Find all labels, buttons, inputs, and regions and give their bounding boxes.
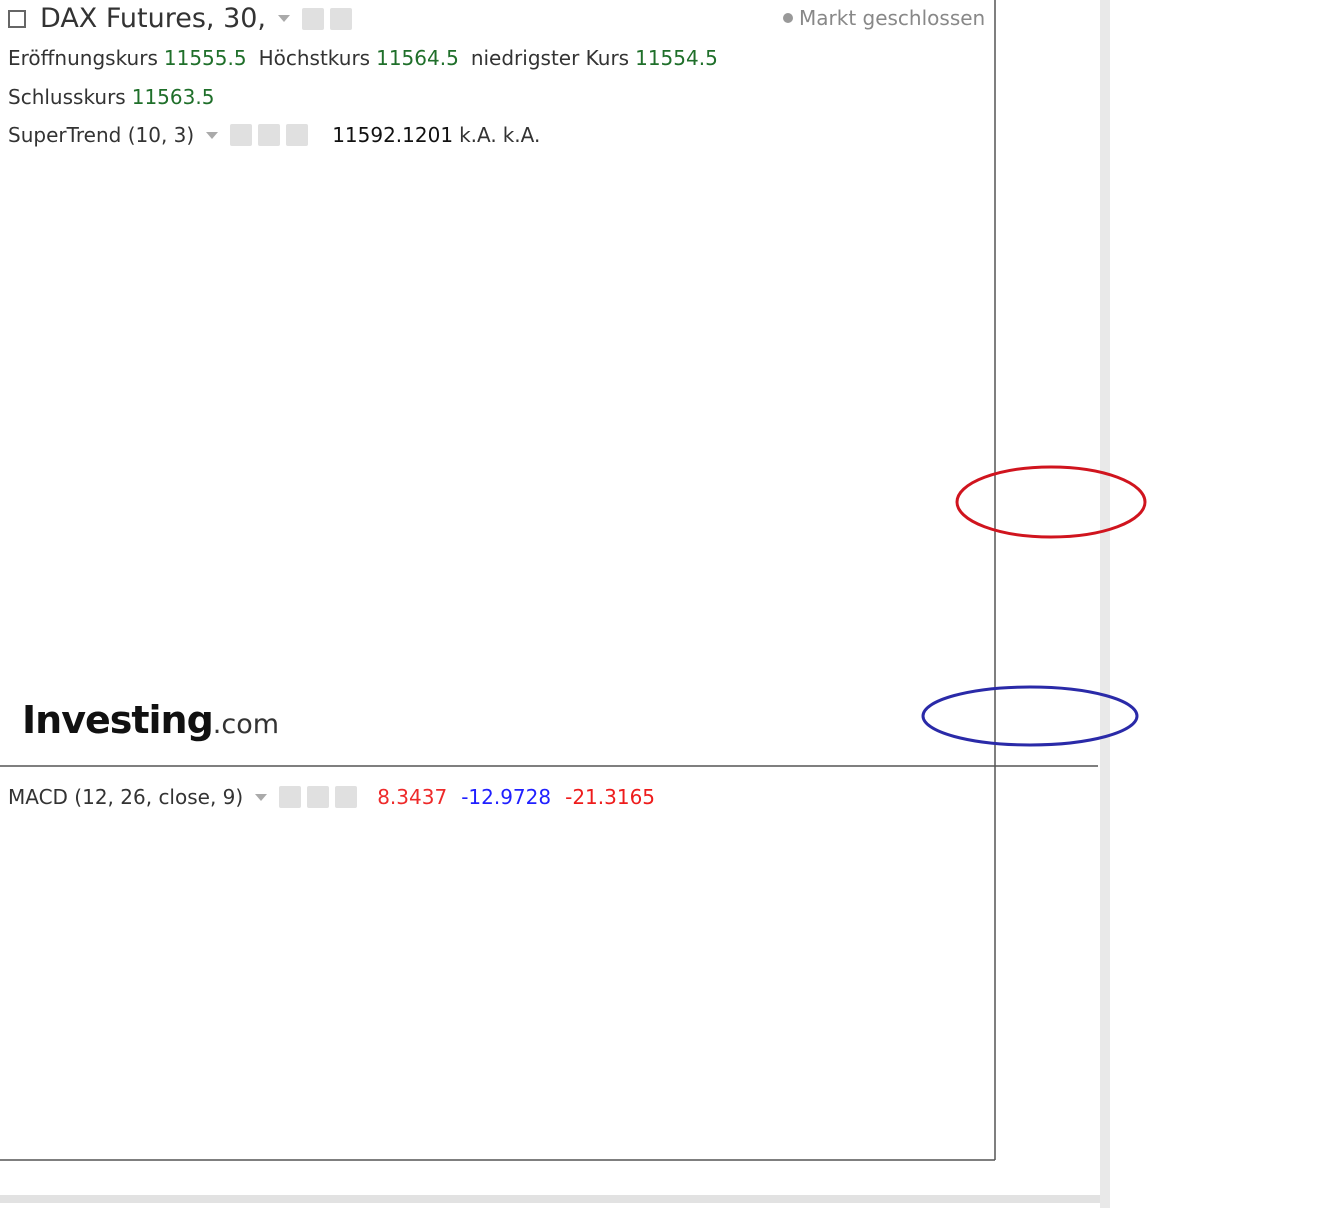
ohlc-label: Eröffnungskurs (8, 46, 158, 70)
status-dot (783, 13, 793, 23)
gear-icon[interactable] (258, 124, 281, 146)
ohlc-label: niedrigster Kurs (470, 46, 630, 70)
macd-value: -12.9728 (461, 785, 552, 809)
chart-title: DAX Futures, 30, (40, 3, 267, 34)
status-text: Markt geschlossen (799, 6, 986, 30)
eye-icon[interactable] (279, 786, 302, 808)
ohlc-value: 11555.5 (163, 46, 247, 70)
chart-header: DAX Futures, 30, (8, 3, 353, 34)
collapse-button[interactable] (8, 9, 26, 28)
logo-suffix: .com (212, 709, 280, 740)
ohlc-label: Höchstkurs (258, 46, 371, 70)
close-icon[interactable] (335, 786, 358, 808)
dropdown[interactable] (206, 131, 219, 139)
ohlc-row: Eröffnungskurs 11555.5 Höchstkurs 11564.… (8, 46, 724, 70)
scroll-strip (1100, 0, 1110, 1208)
ohlc-label: Schlusskurs (8, 85, 126, 109)
macd-title: MACD (12, 26, close, 9) (8, 785, 244, 809)
close-icon[interactable] (286, 124, 309, 146)
macd-value: -21.3165 (565, 785, 656, 809)
logo-name: Investing (22, 698, 214, 742)
indicator-value: k.A. (459, 123, 497, 147)
ohlc-value: 11564.5 (376, 46, 459, 70)
macd-value: 8.3437 (377, 785, 448, 809)
scroll-strip (0, 1195, 1100, 1203)
dropdown[interactable] (278, 15, 291, 22)
gear-icon[interactable] (330, 7, 353, 30)
indicator-value: 11592.1201 (332, 123, 454, 147)
ohlc-value: 11563.5 (131, 85, 215, 109)
dropdown[interactable] (255, 793, 268, 801)
annotation-ellipse (921, 685, 1139, 747)
ohlc-row: Schlusskurs 11563.5 (8, 85, 220, 109)
logo: Investing.com (22, 698, 279, 742)
market-status: Markt geschlossen (783, 6, 985, 30)
eye-icon[interactable] (302, 7, 325, 30)
macd-header: MACD (12, 26, close, 9) 8.3437 -12.9728 … (8, 785, 655, 809)
indicator-row: SuperTrend (10, 3) 11592.1201 k.A. k.A. (8, 123, 540, 147)
eye-icon[interactable] (230, 124, 253, 146)
indicator-name: SuperTrend (10, 3) (8, 123, 195, 147)
ohlc-value: 11554.5 (635, 46, 718, 70)
indicator-value: k.A. (502, 123, 541, 147)
annotation-ellipse (955, 465, 1147, 539)
gear-icon[interactable] (307, 786, 330, 808)
